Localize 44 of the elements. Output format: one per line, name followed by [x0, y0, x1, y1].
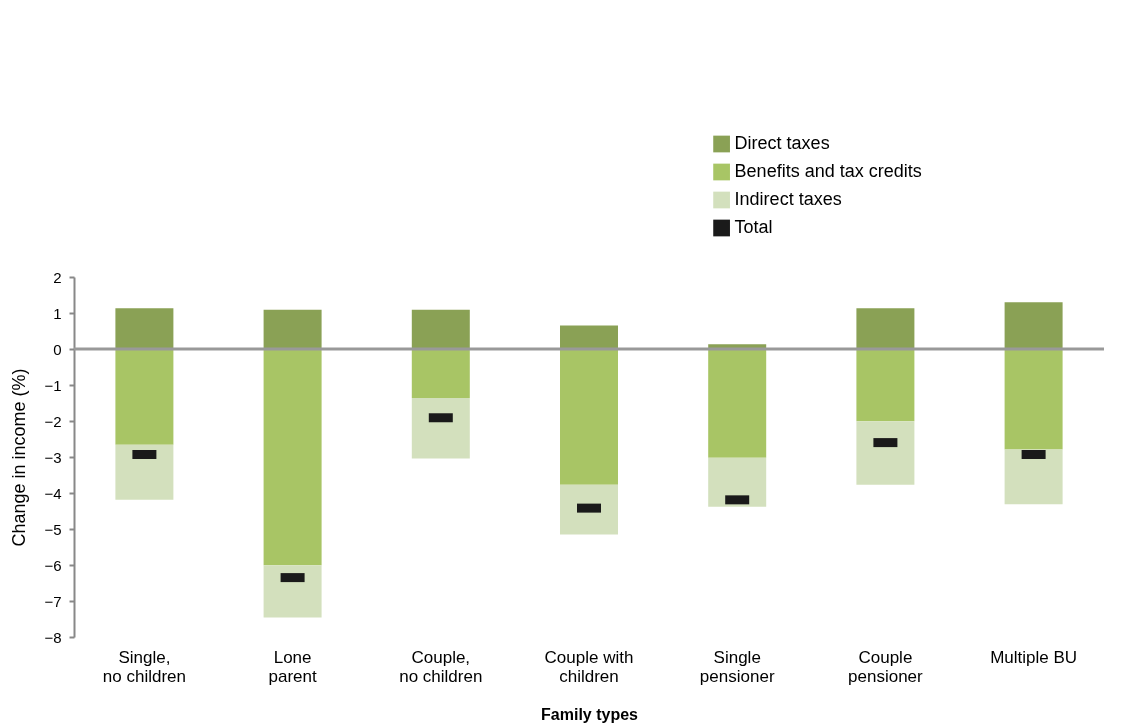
legend-label: Direct taxes — [734, 133, 830, 153]
y-axis-title: Change in income (%) — [9, 368, 30, 547]
bar — [263, 309, 322, 349]
bar — [560, 484, 618, 535]
legend-label: Indirect taxes — [734, 189, 842, 209]
x-tick-label: Lone parent — [268, 647, 317, 686]
y-tick-label: −5 — [44, 520, 62, 538]
y-tick-label: −3 — [44, 448, 62, 466]
y-tick-label: 1 — [53, 304, 62, 322]
y-tick-label: 2 — [53, 268, 62, 286]
bar — [856, 308, 915, 349]
bar — [1004, 449, 1063, 505]
x-tick-label: Couple pensioner — [848, 647, 924, 686]
y-tick-label: −7 — [44, 592, 62, 610]
legend-label: Benefits and tax credits — [734, 161, 922, 181]
y-tick-label: −4 — [44, 484, 62, 502]
bar — [856, 349, 915, 422]
x-tick-label: Single pensioner — [699, 647, 775, 686]
legend-label: Total — [734, 217, 773, 237]
x-tick-label: Couple with children — [544, 647, 634, 686]
y-tick-label: −2 — [44, 412, 62, 430]
x-tick-label: Couple, no children — [399, 647, 483, 686]
bar — [115, 444, 174, 500]
bar — [115, 308, 174, 349]
y-tick-label: 0 — [53, 340, 62, 358]
bar — [411, 397, 470, 459]
x-tick-label: Single, no children — [102, 647, 186, 686]
x-axis-title: Family types — [541, 705, 639, 723]
bar — [708, 349, 767, 458]
y-tick-label: −1 — [44, 376, 62, 394]
bar — [560, 325, 618, 349]
bar — [1004, 302, 1063, 349]
bar — [263, 565, 322, 618]
x-tick-label: Multiple BU — [990, 647, 1078, 667]
y-tick-label: −6 — [44, 556, 62, 574]
bar — [708, 457, 767, 507]
y-tick-label: −8 — [44, 628, 62, 646]
bar — [263, 349, 322, 566]
bar — [856, 421, 915, 485]
bar — [411, 309, 470, 349]
bar — [560, 349, 618, 485]
bar — [115, 349, 174, 445]
bar — [411, 349, 470, 398]
bar — [1004, 349, 1063, 450]
